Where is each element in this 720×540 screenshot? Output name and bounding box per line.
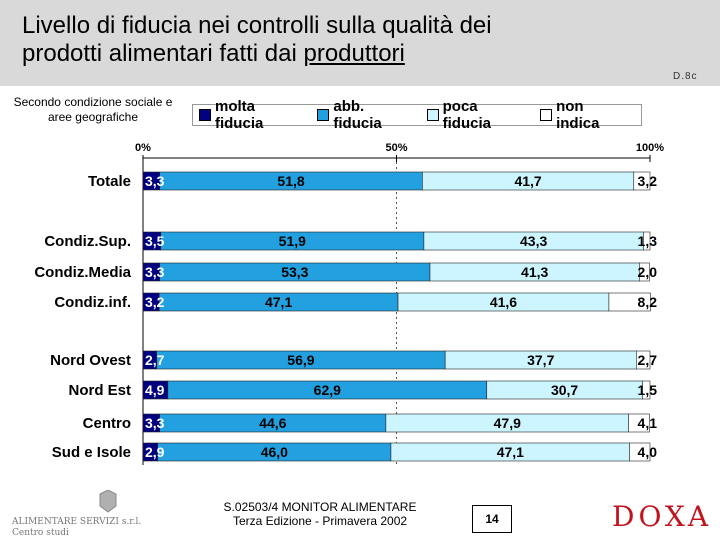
category-label: Sud e Isole xyxy=(52,444,131,461)
axis-tick-label: 0% xyxy=(135,142,151,154)
legend-swatch-non xyxy=(540,109,553,121)
data-label: 8,2 xyxy=(638,294,658,310)
legend-item-abb: abb. fiducia xyxy=(317,98,416,132)
legend-label-poca: poca fiducia xyxy=(442,98,491,132)
data-label: 1,3 xyxy=(638,233,658,249)
doxa-logo: DOXA xyxy=(612,500,713,533)
category-label: Condiz.Sup. xyxy=(44,233,131,250)
bar-segment xyxy=(636,350,651,370)
footer-line1: S.02503/4 MONITOR ALIMENTARE xyxy=(223,500,417,514)
data-label: 3,2 xyxy=(638,173,658,189)
data-label: 4,0 xyxy=(638,444,658,460)
chart-legend: molta fiducia abb. fiducia poca fiducia … xyxy=(192,98,642,132)
data-label: 46,0 xyxy=(261,444,288,460)
page-number: 14 xyxy=(472,505,512,533)
data-label: 62,9 xyxy=(314,382,341,398)
category-label: Condiz.Media xyxy=(34,264,131,281)
data-label: 41,6 xyxy=(490,294,517,310)
legend-label-non: non indica xyxy=(556,98,600,132)
title-band: Livello di fiducia nei controlli sulla q… xyxy=(0,0,720,86)
data-label: 43,3 xyxy=(520,233,547,249)
data-label: 1,5 xyxy=(638,382,658,398)
axis-tick-label: 50% xyxy=(385,142,407,154)
data-label: 2,7 xyxy=(145,352,165,368)
slide-code: D.8c xyxy=(673,71,698,82)
bar-segment xyxy=(608,292,651,312)
title-line2-prefix: prodotti alimentari fatti dai xyxy=(22,40,304,67)
category-label: Condiz.inf. xyxy=(54,294,131,311)
bar-segment xyxy=(628,413,650,433)
bar-segment xyxy=(639,262,650,282)
bar-segment xyxy=(643,231,651,251)
data-label: 56,9 xyxy=(287,352,314,368)
data-label: 41,3 xyxy=(521,264,548,280)
data-label: 51,9 xyxy=(279,233,306,249)
footer-company: ALIMENTARE SERVIZI s.r.l. xyxy=(11,517,141,527)
legend-swatch-abb xyxy=(317,109,330,121)
crest-icon xyxy=(99,490,117,513)
data-label: 4,9 xyxy=(145,382,165,398)
data-label: 47,1 xyxy=(265,294,292,310)
data-label: 37,7 xyxy=(527,352,554,368)
bar-segment xyxy=(629,442,651,462)
category-label: Totale xyxy=(88,173,131,190)
legend-item-poca: poca fiducia xyxy=(426,98,530,132)
alimentare-servizi-logo: ALIMENTARE SERVIZI s.r.l. Centro studi xyxy=(11,490,141,538)
data-label: 3,2 xyxy=(145,294,165,310)
category-label: Nord Est xyxy=(68,382,131,399)
data-label: 30,7 xyxy=(551,382,578,398)
data-label: 47,1 xyxy=(497,444,524,460)
data-label: 4,1 xyxy=(638,415,658,431)
footer-line2: Terza Edizione - Primavera 2002 xyxy=(232,514,408,528)
data-label: 2,0 xyxy=(638,264,658,280)
data-label: 51,8 xyxy=(277,173,304,189)
page-title: Livello di fiducia nei controlli sulla q… xyxy=(22,12,492,68)
legend-swatch-poca xyxy=(426,109,439,121)
legend-label-molta: molta fiducia xyxy=(214,98,264,132)
footer-source: S.02503/4 MONITOR ALIMENTARE Terza Edizi… xyxy=(195,500,445,528)
bar-segment xyxy=(642,380,651,400)
data-label: 44,6 xyxy=(259,415,286,431)
legend-item-non: non indica xyxy=(540,98,631,132)
title-line1: Livello di fiducia nei controlli sulla q… xyxy=(22,12,492,39)
category-label: Nord Ovest xyxy=(50,352,131,369)
axis-tick-label: 100% xyxy=(636,142,664,154)
data-label: 2,7 xyxy=(638,352,658,368)
data-label: 3,3 xyxy=(145,173,165,189)
category-label: Centro xyxy=(83,415,131,432)
data-label: 47,9 xyxy=(494,415,521,431)
data-label: 2,9 xyxy=(145,444,165,460)
stacked-bar-chart: 0% 50% 100% Totale 3,3 51,8 41,7 3,2 Condiz.Sup.… xyxy=(34,142,664,465)
data-label: 3,3 xyxy=(145,264,165,280)
data-label: 53,3 xyxy=(281,264,308,280)
data-label: 41,7 xyxy=(514,173,541,189)
data-label: 3,5 xyxy=(145,233,165,249)
legend-label-abb: abb. fiducia xyxy=(333,98,382,132)
bar-segment xyxy=(633,171,651,191)
footer-dept: Centro studi xyxy=(12,528,69,538)
chart-subtitle: Secondo condizione sociale e aree geogra… xyxy=(13,95,173,124)
legend-item-molta: molta fiducia xyxy=(199,98,307,132)
data-label: 3,3 xyxy=(145,415,165,431)
title-line2-underlined: produttori xyxy=(303,40,405,67)
legend-swatch-molta xyxy=(199,109,211,121)
